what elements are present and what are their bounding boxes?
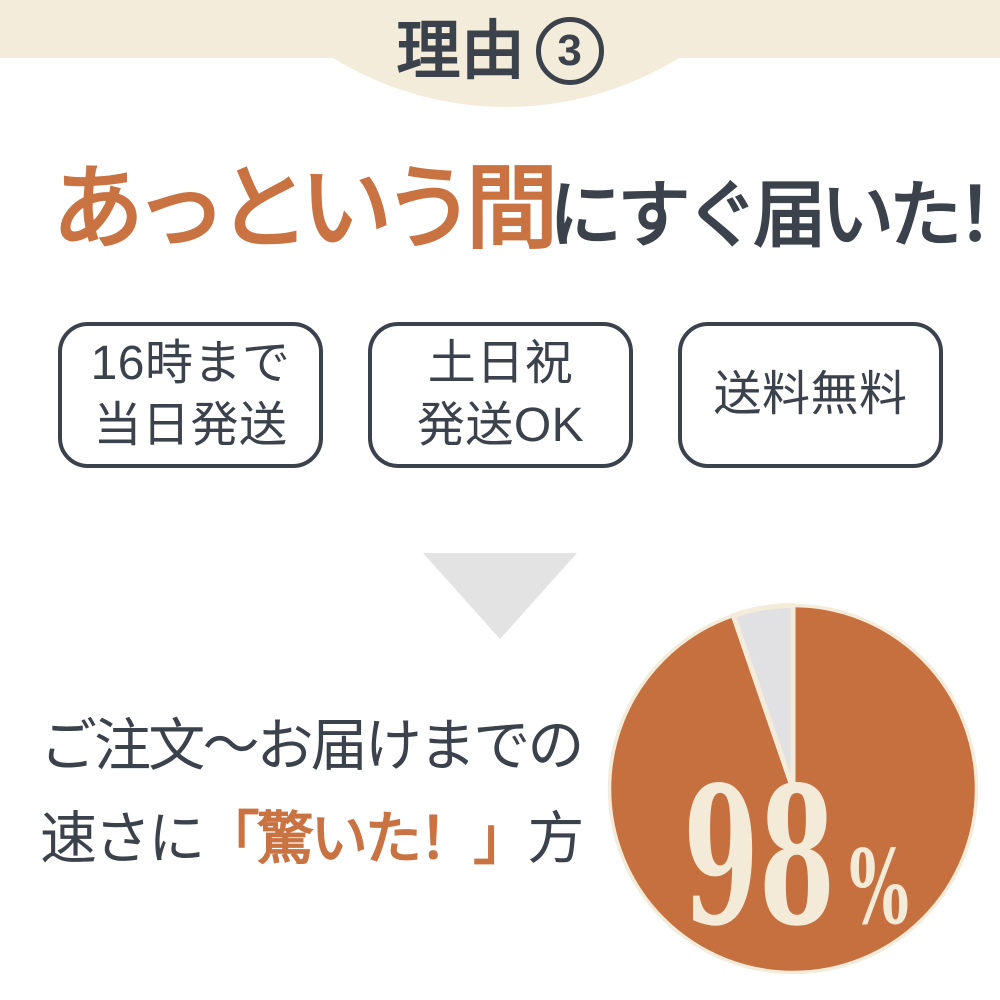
survey-text: ご注文〜お届けまでの 速さに「驚いた！」方	[40, 700, 584, 886]
survey-line2: 速さに「驚いた！」方	[40, 793, 584, 886]
header-reason-number-circle: 3	[535, 17, 604, 85]
survey-line1: ご注文〜お届けまでの	[40, 714, 584, 778]
header-banner-shape	[0, 0, 1000, 107]
headline: あっという間にすぐ届いた！	[52, 163, 1000, 255]
header-reason-number: 3	[557, 26, 582, 75]
survey-line2-highlight: 「驚いた！」	[202, 807, 530, 871]
pie-slice-2	[730, 602, 796, 790]
headline-highlight: あっという間	[52, 158, 558, 260]
survey-line2-suffix: 方	[527, 807, 584, 871]
feature-badges: 16時まで 当日発送 土日祝 発送OK 送料無料	[58, 322, 943, 468]
badge-line: 土日祝	[427, 337, 574, 390]
badge-weekend-holiday-shipping: 土日祝 発送OK	[368, 322, 633, 468]
survey-line2-prefix: 速さに	[40, 807, 205, 871]
arrow-down-icon	[423, 553, 577, 639]
pie-chart: 98 %	[607, 602, 979, 975]
pie-unit-label: %	[849, 828, 909, 948]
header-banner-path	[0, 0, 1000, 107]
headline-rest: にすぐ届いた！	[548, 175, 1000, 256]
header-title: 理由 3	[0, 10, 1000, 92]
header-reason-label: 理由	[396, 15, 526, 87]
badge-line: 16時まで	[90, 337, 291, 390]
badge-free-shipping: 送料無料	[678, 322, 943, 468]
badge-same-day-shipping: 16時まで 当日発送	[58, 322, 323, 468]
badge-line: 送料無料	[713, 368, 908, 421]
badge-line: 当日発送	[93, 399, 288, 452]
pie-value-label: 98	[683, 745, 835, 968]
badge-line: 発送OK	[416, 399, 585, 452]
